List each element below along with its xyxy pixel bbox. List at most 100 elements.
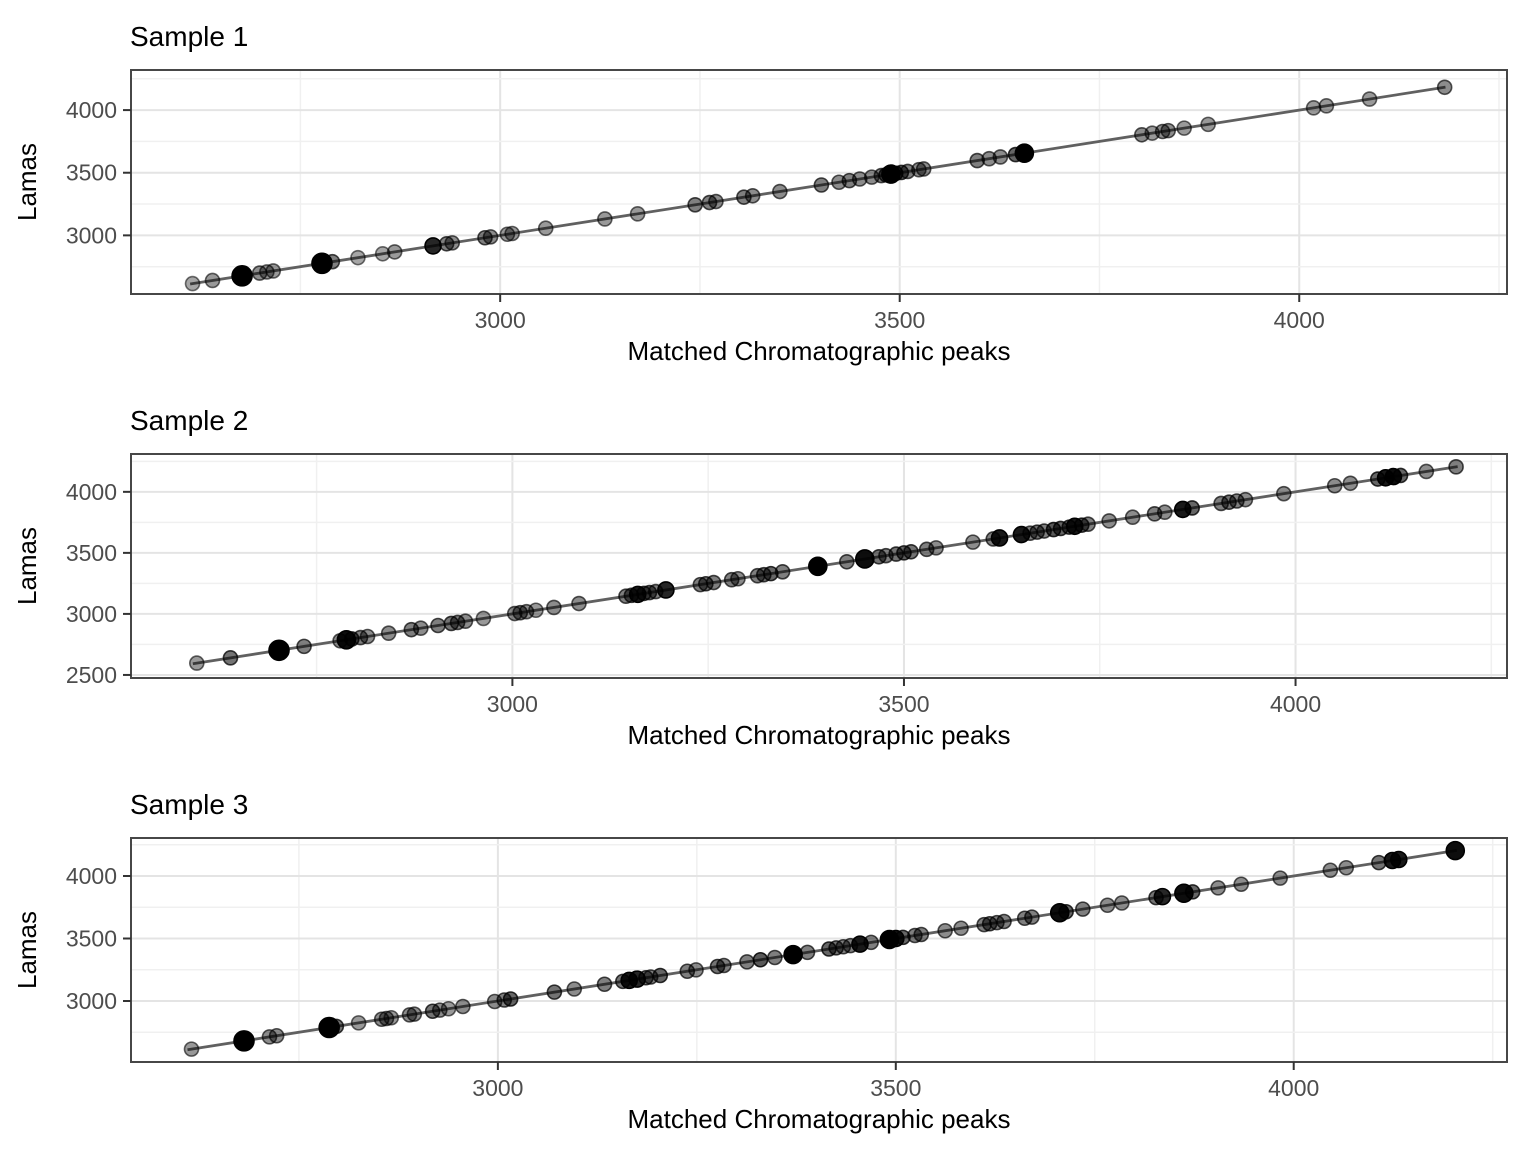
data-point xyxy=(687,197,703,213)
data-point xyxy=(184,275,201,292)
x-tick-label: 3000 xyxy=(475,307,526,333)
data-point xyxy=(1124,509,1141,526)
x-tick-label: 3000 xyxy=(487,691,538,717)
y-tick-label: 3500 xyxy=(66,540,117,566)
x-axis-title: Matched Chromatographic peaks xyxy=(628,1104,1011,1134)
data-point xyxy=(1361,91,1378,107)
data-point xyxy=(1160,122,1176,139)
y-axis-title: Lamas xyxy=(12,143,42,221)
data-point xyxy=(1371,854,1387,871)
data-point xyxy=(996,913,1012,930)
data-point xyxy=(457,613,474,630)
panel-title: Sample 2 xyxy=(130,405,248,436)
data-point xyxy=(1233,876,1249,893)
x-axis-title: Matched Chromatographic peaks xyxy=(628,336,1011,366)
y-tick-label: 4000 xyxy=(66,97,117,123)
data-point xyxy=(1237,491,1254,508)
x-tick-label: 3500 xyxy=(870,1075,921,1101)
data-point xyxy=(965,534,981,550)
data-point xyxy=(744,187,761,204)
data-point xyxy=(444,235,461,251)
x-tick-label: 3500 xyxy=(874,307,925,333)
data-point xyxy=(350,249,366,266)
data-point xyxy=(799,944,816,961)
data-point xyxy=(1272,870,1288,886)
data-point xyxy=(1080,516,1096,532)
x-axis-title: Matched Chromatographic peaks xyxy=(628,720,1011,750)
data-point xyxy=(629,206,646,222)
data-point xyxy=(752,951,769,968)
axis-layer: 3000 3500 4000 3000 3500 4000 xyxy=(66,97,1325,333)
data-point xyxy=(424,237,442,255)
data-point xyxy=(265,263,282,279)
data-point xyxy=(359,628,376,645)
data-point xyxy=(903,543,919,560)
data-point xyxy=(537,220,554,237)
x-tick-label: 3500 xyxy=(878,691,929,717)
x-tick-label: 4000 xyxy=(1270,691,1321,717)
data-point xyxy=(1200,116,1216,133)
data-point xyxy=(808,556,828,577)
data-point xyxy=(183,1041,200,1057)
data-point xyxy=(412,620,429,636)
data-point xyxy=(1342,475,1359,492)
data-point xyxy=(730,570,746,587)
data-point xyxy=(475,610,492,627)
data-point xyxy=(1075,901,1091,917)
data-point xyxy=(350,1015,367,1031)
plot-area: 3000 3500 4000 2500 3000 3500 4000 xyxy=(66,453,1508,717)
data-point xyxy=(383,1009,400,1026)
data-point xyxy=(268,639,290,662)
grid-layer xyxy=(131,838,1507,1062)
data-point xyxy=(1176,120,1192,136)
x-tick-label: 4000 xyxy=(1268,1075,1319,1101)
panel-border xyxy=(130,69,1508,295)
data-point xyxy=(1418,463,1435,480)
data-point xyxy=(1156,504,1173,521)
grid-layer xyxy=(131,454,1507,678)
data-point xyxy=(969,152,986,169)
y-tick-label: 4000 xyxy=(66,479,117,505)
data-point xyxy=(1305,100,1322,116)
data-point xyxy=(1014,143,1035,163)
data-point xyxy=(406,1006,423,1022)
data-point xyxy=(268,1027,285,1044)
data-point xyxy=(1099,897,1116,914)
data-point xyxy=(708,193,724,210)
data-point xyxy=(546,599,562,616)
data-point xyxy=(328,1018,345,1035)
data-point xyxy=(1184,500,1200,516)
data-point xyxy=(1058,903,1074,920)
data-point xyxy=(374,245,391,262)
data-point xyxy=(528,602,544,619)
data-point xyxy=(504,225,520,242)
data-point xyxy=(990,529,1009,547)
data-point xyxy=(1389,850,1408,869)
data-point xyxy=(546,984,563,1000)
x-tick-label: 3000 xyxy=(472,1075,523,1101)
data-point xyxy=(188,655,205,671)
y-tick-label: 3000 xyxy=(66,601,117,627)
data-point xyxy=(1322,862,1339,879)
axis-layer: 3000 3500 4000 2500 3000 3500 4000 xyxy=(66,479,1321,717)
x-tick-label: 4000 xyxy=(1274,307,1325,333)
y-tick-label: 3000 xyxy=(66,988,117,1014)
data-point xyxy=(233,1030,255,1052)
y-tick-label: 4000 xyxy=(66,863,117,889)
data-point xyxy=(231,265,253,287)
panel-border xyxy=(130,837,1508,1063)
points-layer xyxy=(188,459,1464,671)
data-point xyxy=(571,595,587,612)
data-point xyxy=(296,638,312,655)
data-point xyxy=(1154,123,1171,140)
data-point xyxy=(1114,895,1130,911)
data-point xyxy=(1153,887,1172,906)
data-point xyxy=(222,650,239,666)
axis-layer: 3000 3500 4000 3000 3500 4000 xyxy=(66,863,1319,1101)
data-point xyxy=(1436,79,1453,96)
data-point xyxy=(783,944,803,965)
y-axis-title: Lamas xyxy=(12,527,42,605)
y-axis-title: Lamas xyxy=(12,911,42,989)
data-point xyxy=(705,574,722,591)
sample-3-chart: Sample 3 3000 3500 4000 3000 3500 4000 Matche… xyxy=(12,789,1508,1134)
